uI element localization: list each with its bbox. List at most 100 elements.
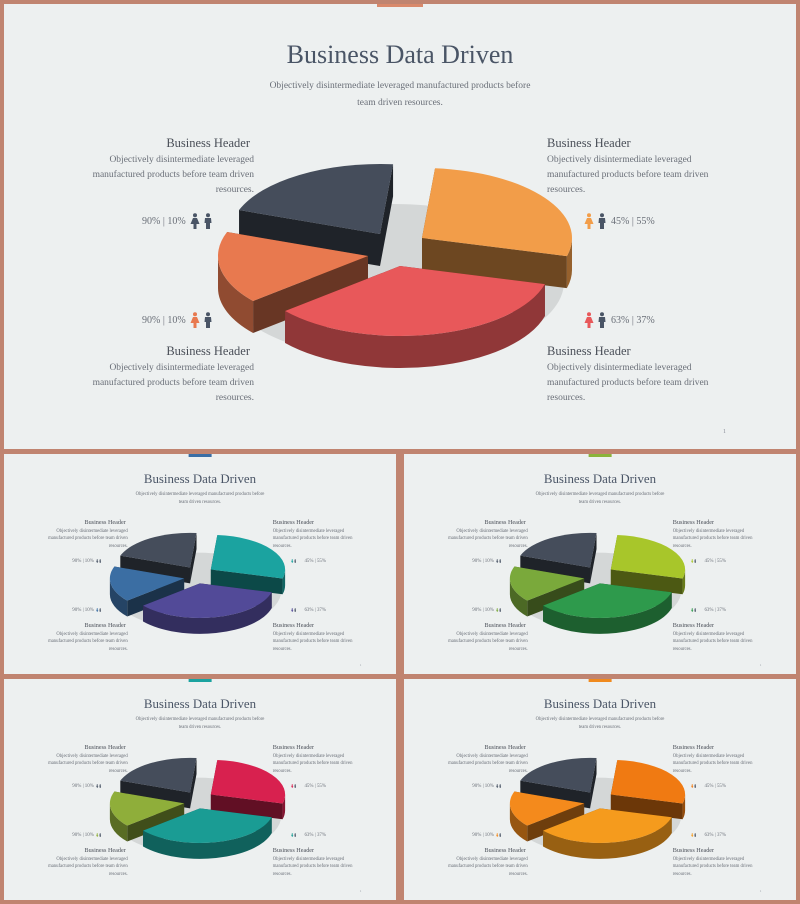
block-body-bl: Objectively disintermediate leveraged ma… [448, 856, 528, 877]
slice-back [520, 758, 597, 809]
block-body-tl: Objectively disintermediate leveraged ma… [48, 753, 128, 774]
pie-chart-3d [109, 533, 286, 635]
block-header-br: Business Header [272, 847, 315, 855]
slice-right [610, 760, 686, 820]
block-body-tr: Objectively disintermediate leveraged ma… [272, 528, 353, 549]
stat-value: 90% | 10% [472, 783, 494, 789]
slice-left [109, 791, 185, 842]
stat-tr: 45% | 55% [584, 212, 655, 230]
stat-tl: 90% | 10% [142, 212, 213, 230]
block-header-tr: Business Header [272, 744, 315, 752]
people-icon [291, 606, 297, 614]
slice-right [210, 760, 286, 820]
stat-bl: 90% | 10% [142, 311, 213, 329]
stat-br: 63% | 37% [584, 311, 655, 329]
slide-title: Business Data Driven [543, 471, 657, 486]
stat-value: 45% | 55% [304, 558, 326, 564]
slide-top-marker [588, 454, 612, 457]
block-header-bl: Business Header [484, 622, 526, 630]
thumbnail-slide-3[interactable]: Business Data Driven Objectively disinter… [4, 679, 396, 900]
people-icon [95, 606, 102, 614]
stat-value: 63% | 37% [304, 832, 326, 838]
slice-left [509, 791, 585, 842]
slice-back [120, 533, 197, 584]
stat-value: 63% | 37% [611, 314, 655, 326]
people-icon [291, 831, 297, 839]
stat-bl: 90% | 10% [72, 606, 107, 615]
block-header-bl: Business Header [484, 847, 526, 855]
stat-value: 90% | 10% [142, 314, 186, 326]
block-body-br: Objectively disintermediate leveraged ma… [672, 856, 753, 877]
block-body-tl: Objectively disintermediate leveraged ma… [48, 528, 128, 549]
stat-br: 63% | 37% [691, 831, 726, 840]
page-number: 1 [359, 889, 362, 894]
block-header-br: Business Header [672, 622, 715, 630]
people-icon [495, 782, 502, 790]
block-header-tl: Business Header [484, 744, 526, 752]
pie-chart-3d [109, 758, 286, 860]
people-icon [584, 312, 607, 328]
stat-value: 45% | 55% [704, 558, 726, 564]
people-icon [291, 782, 297, 790]
people-icon [190, 213, 213, 229]
stat-tr: 45% | 55% [291, 782, 326, 791]
stat-value: 90% | 10% [472, 607, 494, 613]
stat-tl: 90% | 10% [72, 782, 107, 791]
slice-left [109, 566, 185, 617]
people-icon [291, 557, 297, 565]
slide-title: Business Data Driven [543, 696, 657, 711]
slide-subtitle: Objectively disintermediate leveraged ma… [135, 491, 265, 506]
slide-top-marker [377, 4, 423, 7]
block-body-tr: Objectively disintermediate leveraged ma… [272, 753, 353, 774]
block-body-tl: Objectively disintermediate leveraged ma… [92, 155, 254, 195]
page-number: 1 [759, 889, 762, 894]
block-header-bl: Business Header [166, 344, 250, 358]
slice-right [422, 168, 572, 289]
block-body-tl: Objectively disintermediate leveraged ma… [448, 528, 528, 549]
pie-chart-3d [509, 758, 686, 860]
stat-value: 45% | 55% [611, 215, 655, 227]
block-body-br: Objectively disintermediate leveraged ma… [672, 631, 753, 652]
people-icon [691, 782, 697, 790]
block-header-tr: Business Header [272, 519, 315, 527]
block-body-tr: Objectively disintermediate leveraged ma… [547, 155, 709, 195]
thumbnail-slide-4[interactable]: Business Data Driven Objectively disinter… [404, 679, 796, 900]
block-header-bl: Business Header [84, 622, 126, 630]
main-slide: Business Data Driven Objectively disinter… [4, 4, 796, 449]
stat-bl: 90% | 10% [472, 606, 507, 615]
stat-value: 45% | 55% [304, 783, 326, 789]
pie-chart-3d [509, 533, 686, 635]
people-icon [95, 831, 102, 839]
stat-tl: 90% | 10% [472, 557, 507, 566]
slide-top-marker [188, 454, 212, 457]
stat-value: 90% | 10% [72, 783, 94, 789]
slide-subtitle: Objectively disintermediate leveraged ma… [535, 491, 665, 506]
block-header-tl: Business Header [166, 136, 250, 150]
thumbnail-slide-2[interactable]: Business Data Driven Objectively disinter… [404, 454, 796, 674]
slide-subtitle: Objectively disintermediate leveraged ma… [135, 716, 265, 731]
slide-top-marker [188, 679, 212, 682]
slice-right [610, 535, 686, 595]
stat-br: 63% | 37% [691, 606, 726, 615]
slice-left [218, 232, 368, 333]
slice-front [143, 808, 272, 860]
block-body-bl: Objectively disintermediate leveraged ma… [448, 631, 528, 652]
slice-left [509, 566, 585, 617]
block-body-br: Objectively disintermediate leveraged ma… [272, 856, 353, 877]
people-icon [691, 606, 697, 614]
slice-front [285, 266, 545, 368]
block-body-br: Objectively disintermediate leveraged ma… [547, 363, 709, 403]
slice-back [239, 164, 394, 266]
people-icon [584, 213, 607, 229]
stat-br: 63% | 37% [291, 831, 326, 840]
block-header-tr: Business Header [672, 744, 715, 752]
thumbnail-slide-1[interactable]: Business Data Driven Objectively disinter… [4, 454, 396, 674]
block-body-bl: Objectively disintermediate leveraged ma… [92, 363, 254, 403]
stat-tr: 45% | 55% [691, 557, 726, 566]
block-body-tr: Objectively disintermediate leveraged ma… [672, 528, 753, 549]
block-header-br: Business Header [547, 344, 631, 358]
slide-title: Business Data Driven [286, 40, 514, 69]
stat-tr: 45% | 55% [291, 557, 326, 566]
page-number: 1 [359, 663, 362, 668]
people-icon [691, 557, 697, 565]
